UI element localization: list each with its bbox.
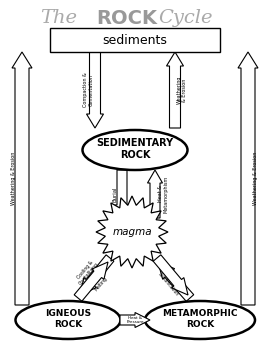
Polygon shape (12, 52, 32, 305)
Text: METAMORPHIC
ROCK: METAMORPHIC ROCK (162, 309, 238, 329)
Polygon shape (158, 262, 194, 301)
Text: Heat &
Pressure: Heat & Pressure (126, 316, 144, 324)
Text: Cycle: Cycle (158, 9, 212, 27)
Polygon shape (80, 255, 114, 295)
Text: Weathering & Erosion: Weathering & Erosion (254, 151, 258, 205)
Text: sediments: sediments (103, 34, 167, 47)
Polygon shape (86, 52, 103, 128)
Text: magma: magma (112, 227, 152, 237)
Polygon shape (114, 170, 130, 218)
Text: Heat &
Metamorphism: Heat & Metamorphism (158, 175, 168, 212)
Polygon shape (153, 255, 188, 295)
Text: Melting: Melting (94, 276, 108, 292)
Polygon shape (238, 52, 258, 305)
Ellipse shape (83, 130, 187, 170)
Polygon shape (167, 52, 184, 128)
Bar (50, 28, 220, 52)
Text: Weathering & Erosion: Weathering & Erosion (12, 151, 16, 205)
Text: Solidification: Solidification (157, 271, 179, 297)
Text: The: The (40, 9, 77, 27)
Polygon shape (120, 313, 150, 328)
Polygon shape (74, 262, 108, 301)
Text: Compaction &
Cementation: Compaction & Cementation (83, 73, 93, 107)
Polygon shape (147, 170, 163, 218)
Text: IGNEOUS
ROCK: IGNEOUS ROCK (45, 309, 91, 329)
Text: ROCK: ROCK (96, 8, 157, 28)
Text: Cooling &
Crystallizing: Cooling & Crystallizing (74, 258, 100, 286)
Ellipse shape (15, 301, 120, 339)
Polygon shape (96, 196, 168, 268)
Text: Weathering
& Erosion: Weathering & Erosion (177, 76, 187, 104)
Text: SEDIMENTARY
ROCK: SEDIMENTARY ROCK (96, 138, 174, 160)
Ellipse shape (145, 301, 255, 339)
Text: Burial: Burial (113, 186, 117, 202)
